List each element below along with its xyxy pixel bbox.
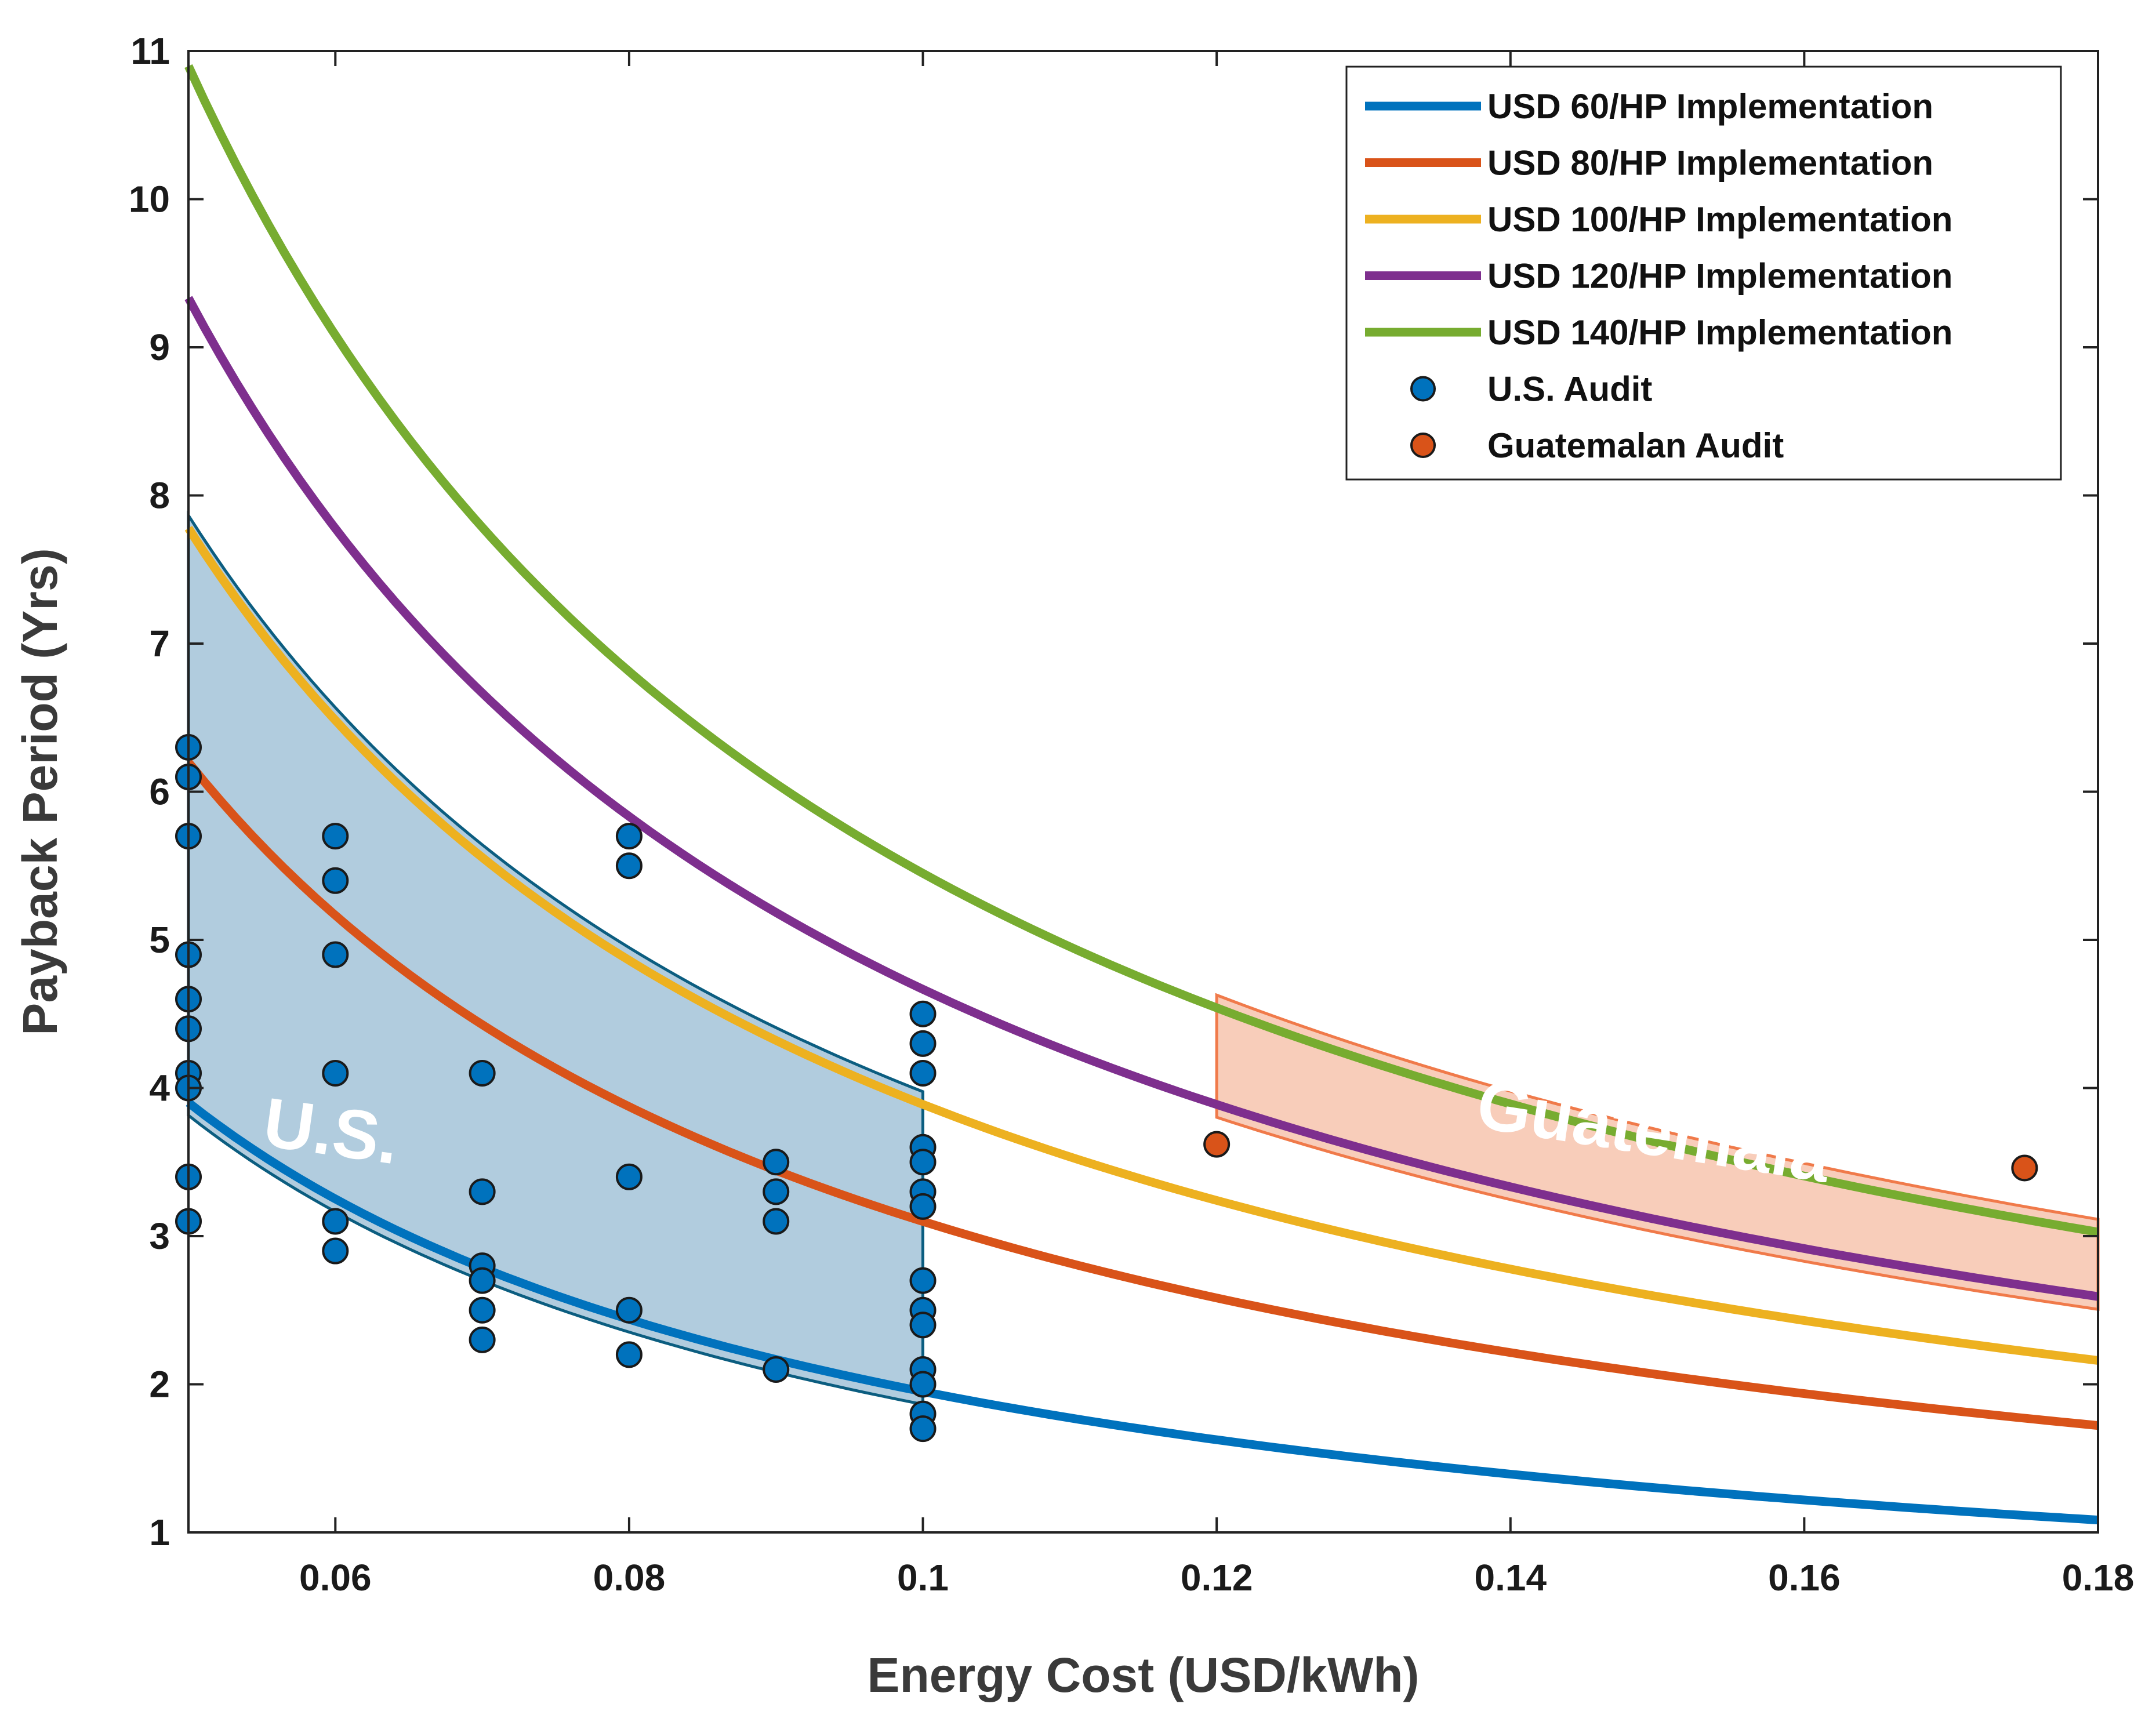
us-audit-point	[615, 1341, 643, 1368]
us-audit-point	[322, 1208, 349, 1235]
us-audit-point	[763, 1356, 790, 1383]
us-audit-point	[763, 1178, 790, 1205]
legend-entry-label: Guatemalan Audit	[1487, 426, 1784, 465]
us-audit-point	[469, 1267, 496, 1294]
shaded-regions	[187, 510, 2100, 1407]
us-audit-point	[469, 1326, 496, 1353]
us-audit-point	[909, 1193, 937, 1220]
us-audit-point	[763, 1149, 790, 1176]
series-line-5	[184, 64, 2099, 1237]
us-audit-point	[909, 1371, 937, 1398]
us-audit-point	[322, 941, 349, 968]
y-tick-label: 9	[149, 326, 170, 368]
us-audit-point	[322, 1059, 349, 1087]
y-tick-label: 11	[130, 30, 170, 72]
us-audit-point	[322, 1237, 349, 1265]
us-audit-point	[615, 823, 643, 850]
us-audit-point	[469, 1296, 496, 1324]
series-line-2	[185, 760, 2099, 1430]
us-audit-point	[469, 1059, 496, 1087]
y-tick-label: 5	[149, 919, 170, 961]
series-line-4	[184, 296, 2099, 1301]
us-audit-point	[909, 1312, 937, 1339]
x-tick-label: 0.06	[299, 1557, 372, 1599]
y-tick-label: 1	[149, 1512, 170, 1553]
x-tick-label: 0.1	[897, 1557, 949, 1599]
us-audit-point	[469, 1178, 496, 1205]
x-tick-label: 0.16	[1768, 1557, 1841, 1599]
series-lines	[184, 64, 2099, 1525]
us-audit-point	[909, 1267, 937, 1294]
x-tick-label: 0.12	[1181, 1557, 1253, 1599]
legend-entry-label: USD 120/HP Implementation	[1487, 257, 1952, 296]
y-tick-label: 10	[129, 179, 170, 220]
x-axis-label: Energy Cost (USD/kWh)	[867, 1648, 1419, 1702]
x-tick-label: 0.08	[593, 1557, 666, 1599]
us-audit-point	[322, 867, 349, 894]
us-audit-point	[909, 1149, 937, 1176]
us-audit-point	[909, 1030, 937, 1057]
y-axis-label: Payback Period (Yrs)	[13, 548, 67, 1035]
guatemalan-audit-point	[2011, 1154, 2038, 1182]
us-audit-point	[909, 1415, 937, 1443]
y-tick-label: 8	[149, 475, 170, 517]
legend-entry-label: U.S. Audit	[1487, 370, 1652, 409]
legend-dot-swatch	[1410, 433, 1436, 458]
legend-entry-label: USD 100/HP Implementation	[1487, 200, 1952, 239]
legend: USD 60/HP Implementation USD 80/HP Implem…	[1345, 66, 2062, 481]
us-audit-point	[909, 1000, 937, 1027]
us-audit-point	[615, 852, 643, 880]
series-line-3	[184, 526, 2099, 1365]
legend-entry-label: USD 60/HP Implementation	[1487, 87, 1933, 126]
x-tick-label: 0.18	[2062, 1557, 2135, 1599]
legend-dot-swatch	[1410, 376, 1436, 402]
us-audit-point	[909, 1059, 937, 1087]
series-line-1	[186, 1099, 2099, 1525]
y-tick-label: 6	[149, 771, 170, 813]
us-audit-point	[763, 1208, 790, 1235]
y-tick-label: 3	[149, 1215, 170, 1257]
guatemalan-audit-point	[1203, 1131, 1231, 1158]
region-us	[187, 510, 924, 1407]
legend-entry-label: USD 80/HP Implementation	[1487, 144, 1933, 183]
us-audit-point	[615, 1296, 643, 1324]
y-tick-label: 7	[149, 623, 170, 664]
y-tick-label: 2	[149, 1364, 170, 1405]
x-tick-label: 0.14	[1474, 1557, 1547, 1599]
region-label-us: U.S.	[259, 1083, 404, 1179]
scatter-points	[175, 733, 2038, 1443]
legend-entry-label: USD 140/HP Implementation	[1487, 313, 1952, 352]
us-audit-point	[322, 823, 349, 850]
y-tick-label: 4	[149, 1067, 170, 1109]
us-audit-point	[615, 1163, 643, 1190]
axis-ticks: 0.06 0.08 0.1 0.12 0.14 0.16 0.18 1 2 3 4 5 6 7 8 9 10 11	[129, 30, 2134, 1599]
